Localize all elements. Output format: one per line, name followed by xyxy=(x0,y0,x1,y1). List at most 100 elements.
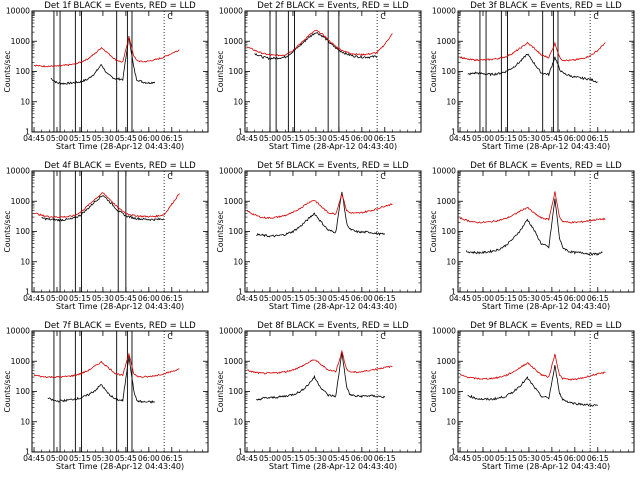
x-tick-label: 05:15 xyxy=(495,294,517,303)
y-tick-label: 1 xyxy=(25,288,30,297)
y-tick-label: 10 xyxy=(233,257,243,266)
plot-frame xyxy=(457,10,635,133)
y-axis-label: Counts/sec xyxy=(429,51,438,93)
x-tick-label: 05:15 xyxy=(282,454,304,463)
x-tick-label: 04:45 xyxy=(236,454,258,463)
y-tick-label: 1 xyxy=(25,128,30,137)
chart-panel-4: Det 4f BLACK = Events, RED = LLD 1 10 100 10… xyxy=(3,161,209,311)
x-tick-label: 06:15 xyxy=(374,294,396,303)
x-tick-label: 04:45 xyxy=(23,134,45,143)
series-events-line xyxy=(467,365,598,407)
y-tick-label: 1 xyxy=(451,448,456,457)
y-tick-label: 1000 xyxy=(11,197,30,206)
x-tick-label: 05:00 xyxy=(259,294,281,303)
x-tick-label: 04:45 xyxy=(449,454,471,463)
y-axis-label: Counts/sec xyxy=(216,211,225,253)
x-axis-label: Start Time (28-Apr-12 04:43:40) xyxy=(482,142,610,151)
y-axis-label: Counts/sec xyxy=(429,211,438,253)
series-lld-line xyxy=(33,192,180,219)
chart-title: Det 6f BLACK = Events, RED = LLD xyxy=(470,161,622,171)
x-tick-label: 05:15 xyxy=(282,294,304,303)
x-tick-label: 05:30 xyxy=(92,294,114,303)
series-events-line xyxy=(254,32,378,61)
y-tick-label: 1 xyxy=(25,448,30,457)
y-axis-label: Counts/sec xyxy=(3,211,12,253)
y-axis-label: Counts/sec xyxy=(216,51,225,93)
y-tick-label: 1 xyxy=(238,288,243,297)
x-tick-label: 05:45 xyxy=(541,454,563,463)
chart-panel-9: Det 9f BLACK = Events, RED = LLD 1 10 100 10… xyxy=(429,321,635,471)
y-tick-label: 100 xyxy=(442,67,457,76)
x-tick-label: 05:45 xyxy=(541,294,563,303)
y-tick-label: 1000 xyxy=(224,37,243,46)
x-axis-label: Start Time (28-Apr-12 04:43:40) xyxy=(482,462,610,471)
x-tick-label: 05:45 xyxy=(541,134,563,143)
chart-panel-7: Det 7f BLACK = Events, RED = LLD 1 10 100 10… xyxy=(3,321,209,471)
x-tick-label: 06:00 xyxy=(351,134,373,143)
y-tick-label: 10 xyxy=(233,97,243,106)
y-tick-label: 10000 xyxy=(219,167,243,176)
x-tick-label: 05:15 xyxy=(495,454,517,463)
marker-label: C xyxy=(380,12,385,21)
x-tick-label: 06:15 xyxy=(587,134,609,143)
x-axis-label: Start Time (28-Apr-12 04:43:40) xyxy=(269,142,397,151)
x-tick-label: 06:15 xyxy=(587,454,609,463)
series-lld-line xyxy=(459,353,606,381)
marker-label: C xyxy=(380,172,385,181)
marker-label: C xyxy=(380,332,385,341)
x-tick-label: 05:45 xyxy=(328,134,350,143)
x-tick-label: 05:45 xyxy=(328,454,350,463)
x-tick-label: 05:00 xyxy=(259,134,281,143)
chart-panel-1: Det 1f BLACK = Events, RED = LLD 1 10 100 10… xyxy=(3,1,209,151)
y-axis-label: Counts/sec xyxy=(3,51,12,93)
series-lld-line xyxy=(459,191,606,224)
y-tick-label: 1000 xyxy=(437,197,456,206)
y-tick-label: 10000 xyxy=(6,327,30,336)
series-lld-line xyxy=(33,36,180,68)
y-tick-label: 100 xyxy=(229,227,244,236)
x-tick-label: 04:45 xyxy=(23,294,45,303)
series-events-line xyxy=(467,53,598,84)
x-tick-label: 06:15 xyxy=(587,294,609,303)
x-tick-label: 06:15 xyxy=(161,134,183,143)
x-tick-label: 06:00 xyxy=(138,454,160,463)
series-events-line xyxy=(256,352,386,401)
x-tick-label: 04:45 xyxy=(236,134,258,143)
y-tick-label: 1000 xyxy=(11,357,30,366)
series-lld-line xyxy=(246,193,393,220)
y-tick-label: 10000 xyxy=(6,7,30,16)
x-tick-label: 05:30 xyxy=(92,454,114,463)
series-events-line xyxy=(47,356,155,404)
x-tick-label: 05:30 xyxy=(92,134,114,143)
chart-title: Det 2f BLACK = Events, RED = LLD xyxy=(257,1,409,11)
y-tick-label: 1 xyxy=(451,288,456,297)
x-tick-label: 05:30 xyxy=(518,294,540,303)
y-tick-label: 100 xyxy=(442,387,457,396)
series-lld-line xyxy=(246,349,393,375)
x-tick-label: 06:15 xyxy=(374,134,396,143)
y-tick-label: 1000 xyxy=(437,357,456,366)
x-tick-label: 05:30 xyxy=(305,294,327,303)
x-tick-label: 05:15 xyxy=(69,134,91,143)
chart-title: Det 9f BLACK = Events, RED = LLD xyxy=(470,321,622,331)
y-axis-label: Counts/sec xyxy=(216,371,225,413)
x-tick-label: 05:30 xyxy=(305,134,327,143)
x-axis-label: Start Time (28-Apr-12 04:43:40) xyxy=(56,462,184,471)
y-tick-label: 10 xyxy=(233,417,243,426)
x-tick-label: 05:00 xyxy=(259,454,281,463)
y-tick-label: 100 xyxy=(16,227,31,236)
x-tick-label: 05:45 xyxy=(115,134,137,143)
x-tick-label: 04:45 xyxy=(236,294,258,303)
y-tick-label: 10 xyxy=(446,97,456,106)
chart-panel-6: Det 6f BLACK = Events, RED = LLD 1 10 100 10… xyxy=(429,161,635,311)
x-tick-label: 06:00 xyxy=(564,454,586,463)
y-tick-label: 10000 xyxy=(432,7,456,16)
x-tick-label: 05:00 xyxy=(46,294,68,303)
chart-title: Det 3f BLACK = Events, RED = LLD xyxy=(470,1,622,11)
marker-label: C xyxy=(593,332,598,341)
plot-frame xyxy=(244,10,422,133)
x-tick-label: 06:00 xyxy=(351,454,373,463)
y-tick-label: 10 xyxy=(20,257,30,266)
x-tick-label: 05:15 xyxy=(495,134,517,143)
